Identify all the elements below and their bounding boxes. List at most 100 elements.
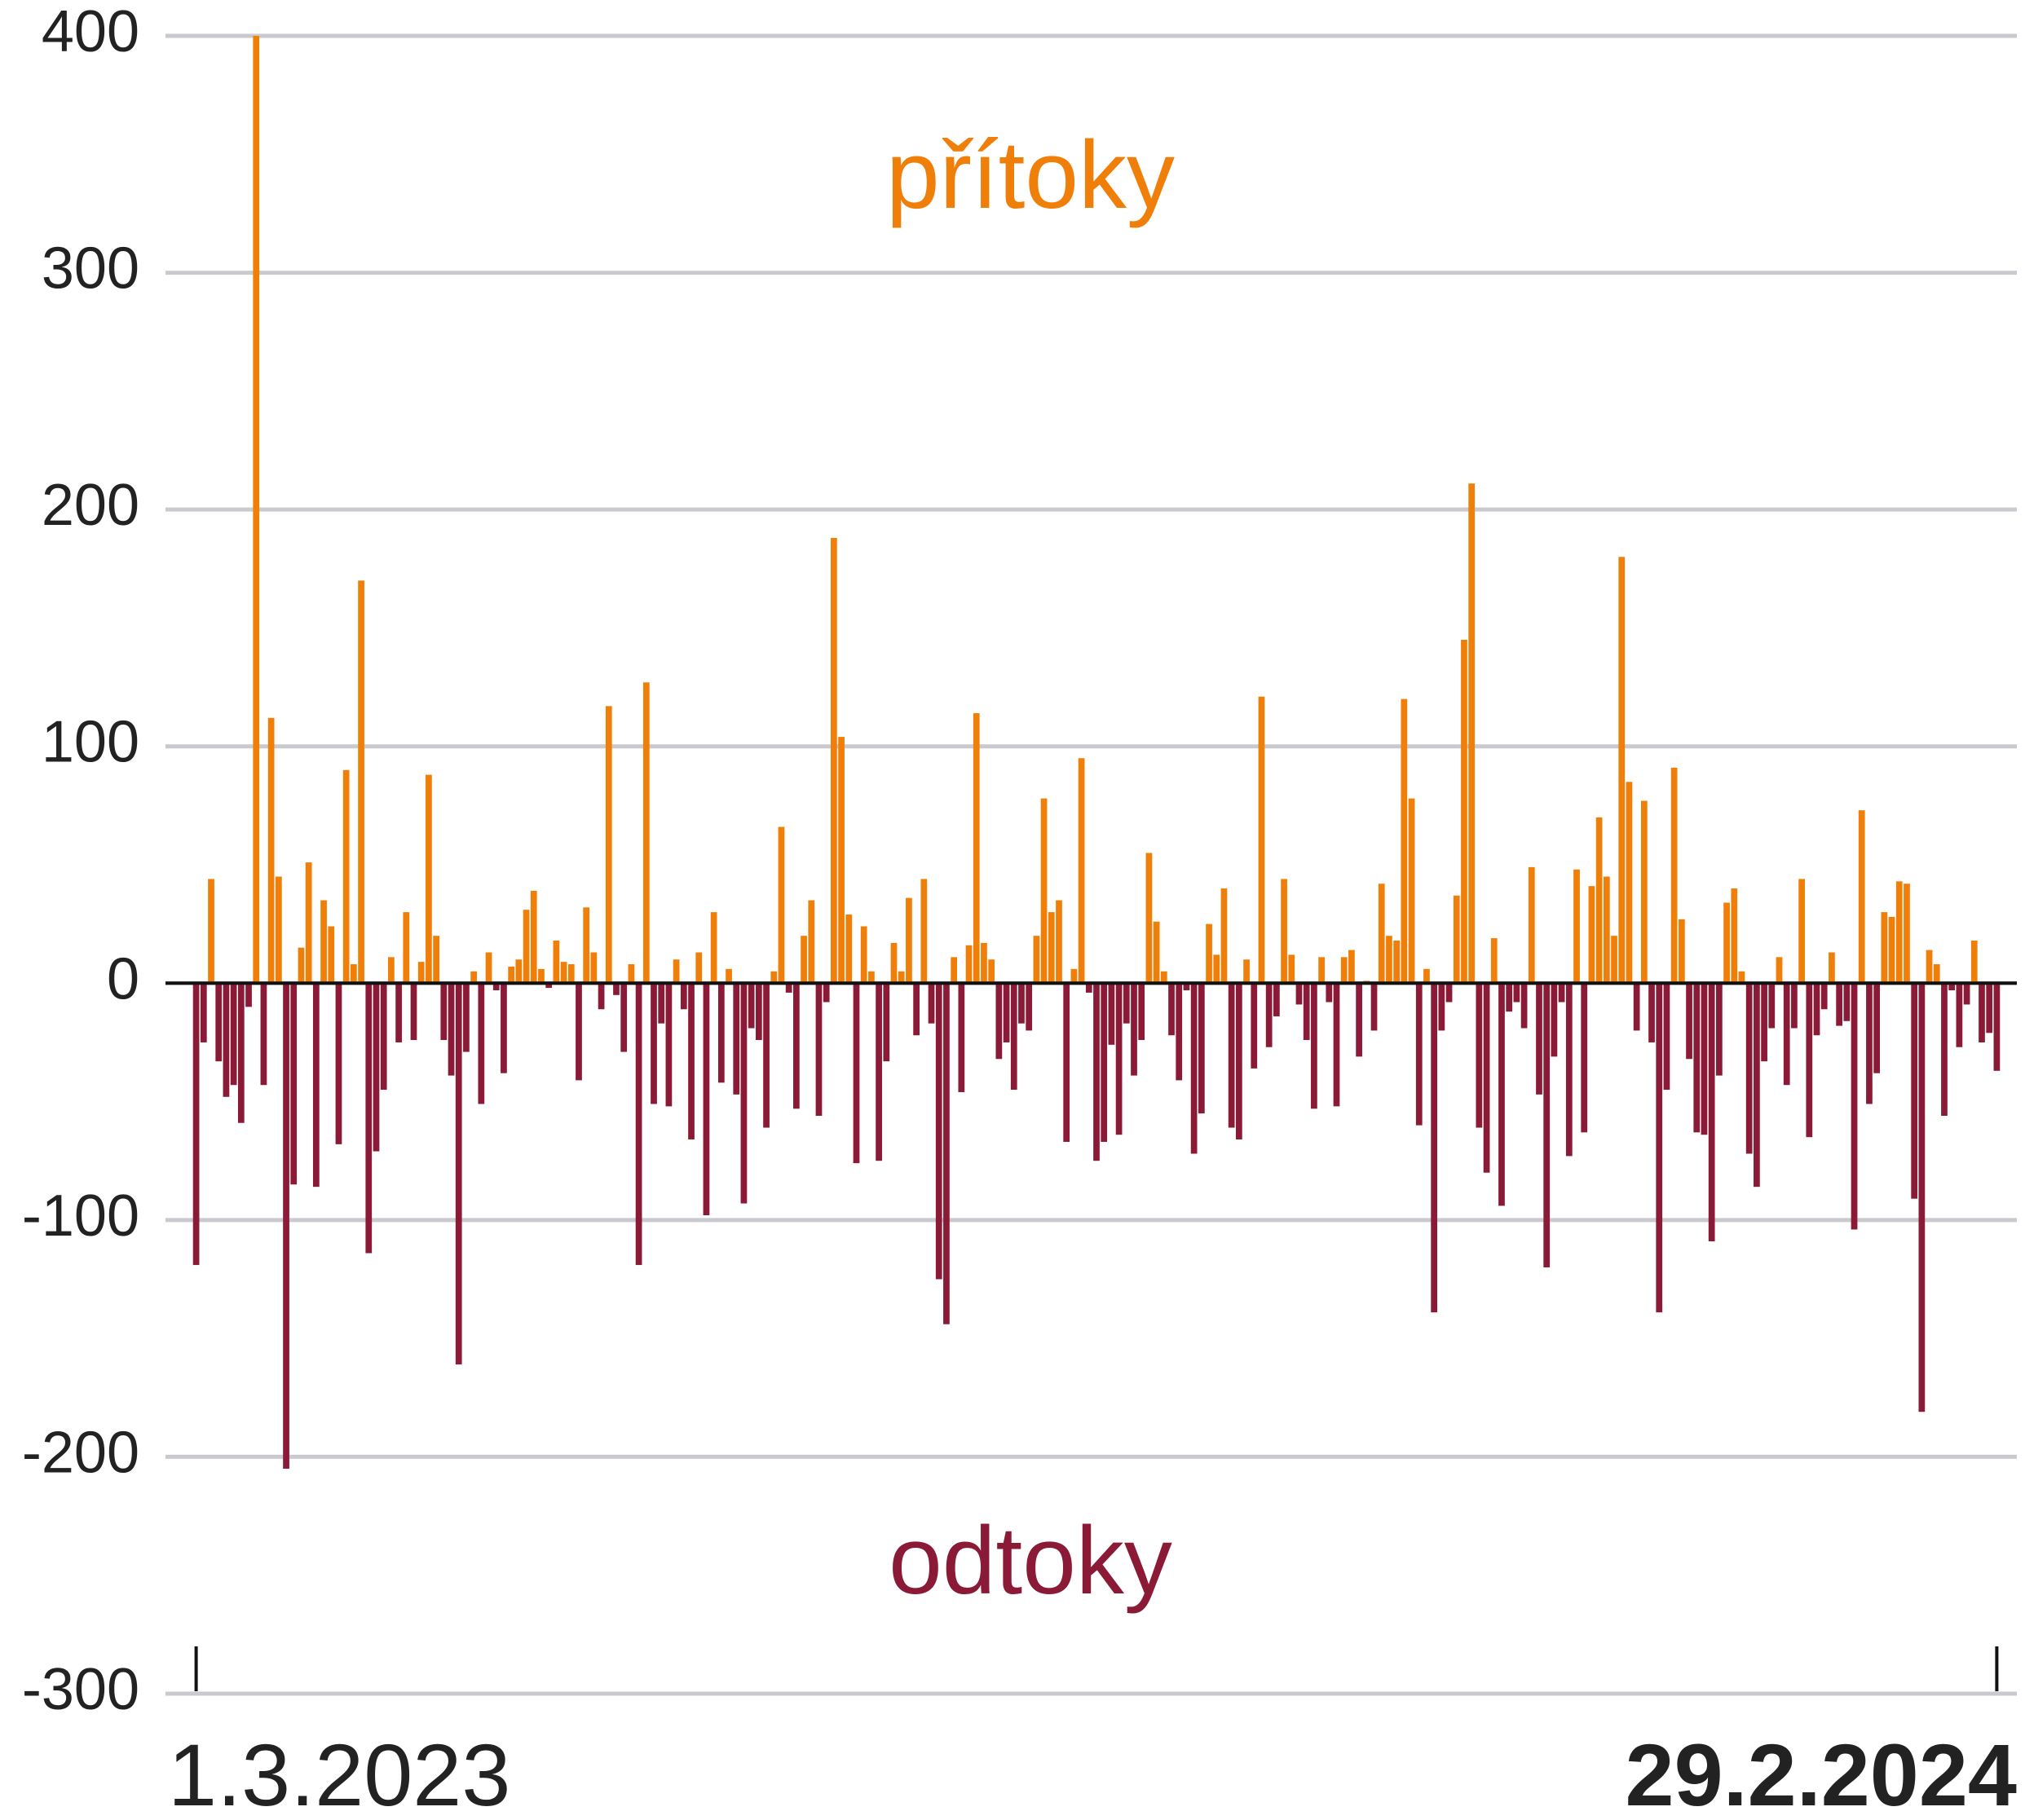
bar	[1123, 983, 1130, 1024]
bar	[1648, 983, 1655, 1042]
bar	[1881, 912, 1888, 984]
bar	[455, 983, 462, 1365]
bar	[1401, 698, 1408, 984]
bar	[838, 737, 845, 984]
bar	[965, 945, 973, 984]
bar	[380, 983, 387, 1091]
bar	[1040, 798, 1048, 984]
bar	[958, 983, 965, 1092]
bar	[590, 952, 598, 984]
bar	[1445, 983, 1453, 1003]
bar	[305, 862, 312, 984]
bar	[1101, 983, 1108, 1142]
bar	[245, 983, 252, 1007]
bar	[1836, 983, 1842, 1026]
bar	[328, 926, 335, 984]
bar	[470, 971, 477, 984]
bar	[935, 983, 942, 1280]
bar	[673, 959, 680, 984]
bar	[1431, 983, 1438, 1313]
y-tick-label: 100	[42, 710, 139, 775]
bar	[1678, 919, 1685, 984]
bar	[1716, 983, 1723, 1076]
bar	[223, 983, 230, 1097]
bar	[1626, 782, 1633, 984]
x-tick-label: 1.3.2023	[168, 1725, 510, 1820]
bar	[680, 983, 687, 1010]
bar	[688, 983, 695, 1140]
bar	[1701, 983, 1708, 1135]
bar	[1768, 983, 1776, 1029]
bar	[1776, 957, 1783, 984]
bar	[365, 983, 373, 1254]
bar	[1311, 983, 1317, 1109]
bar	[501, 983, 507, 1073]
bar	[553, 940, 560, 984]
bar	[1378, 884, 1385, 984]
bar	[1791, 983, 1798, 1029]
bar	[1333, 983, 1340, 1107]
inflow-label: přítoky	[886, 121, 1175, 229]
bar	[463, 983, 470, 1052]
bar	[410, 983, 417, 1041]
bar	[1963, 983, 1970, 1005]
bar	[1026, 983, 1033, 1031]
bar	[1415, 983, 1423, 1126]
bar	[230, 983, 237, 1086]
bar	[1670, 767, 1678, 984]
y-tick-label: -300	[22, 1657, 139, 1722]
bar	[651, 983, 657, 1104]
bar	[1265, 983, 1273, 1047]
bar	[703, 983, 710, 1216]
bar	[1258, 696, 1265, 984]
bar	[613, 983, 620, 995]
bar	[515, 959, 523, 984]
y-tick-label: 400	[42, 0, 139, 64]
bar	[1843, 983, 1851, 1021]
bar	[1798, 879, 1805, 984]
bar	[1318, 957, 1325, 984]
bar	[426, 774, 432, 984]
x-tick-label: 29.2.2024	[1626, 1725, 2017, 1820]
bar	[808, 900, 815, 984]
bar	[1453, 895, 1460, 984]
bar	[763, 983, 770, 1128]
bar	[1348, 950, 1355, 984]
bar	[1656, 983, 1663, 1313]
bar	[755, 983, 762, 1041]
bar	[312, 983, 320, 1188]
bar	[898, 971, 905, 984]
bar	[1829, 952, 1835, 984]
bar	[1551, 983, 1558, 1057]
bar	[642, 682, 650, 984]
bar	[1986, 983, 1993, 1033]
bar	[973, 713, 980, 984]
bar	[373, 983, 380, 1152]
bar	[440, 983, 448, 1041]
bar	[1386, 936, 1392, 984]
bar	[1198, 983, 1205, 1114]
bar	[1408, 798, 1415, 984]
bar	[1056, 900, 1062, 984]
bar	[1536, 983, 1542, 1095]
bar	[530, 890, 537, 984]
bar	[1948, 983, 1956, 991]
bar	[1476, 983, 1483, 1128]
bar	[1281, 879, 1287, 984]
bar	[845, 914, 853, 984]
bar	[1093, 983, 1100, 1161]
y-tick-label: 200	[42, 473, 139, 538]
bar	[1941, 983, 1948, 1117]
bar	[1686, 983, 1692, 1060]
bar	[1078, 758, 1085, 984]
bar	[1176, 983, 1183, 1081]
bar	[740, 983, 748, 1204]
bar	[1160, 971, 1167, 984]
bar	[320, 900, 327, 984]
bar	[658, 983, 665, 1024]
bar	[1183, 983, 1190, 991]
bar	[1783, 983, 1790, 1086]
bar	[1618, 557, 1626, 984]
bar	[1153, 921, 1160, 984]
